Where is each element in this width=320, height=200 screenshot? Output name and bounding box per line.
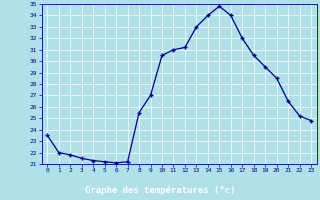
Text: Graphe des températures (°c): Graphe des températures (°c) [85,185,235,195]
